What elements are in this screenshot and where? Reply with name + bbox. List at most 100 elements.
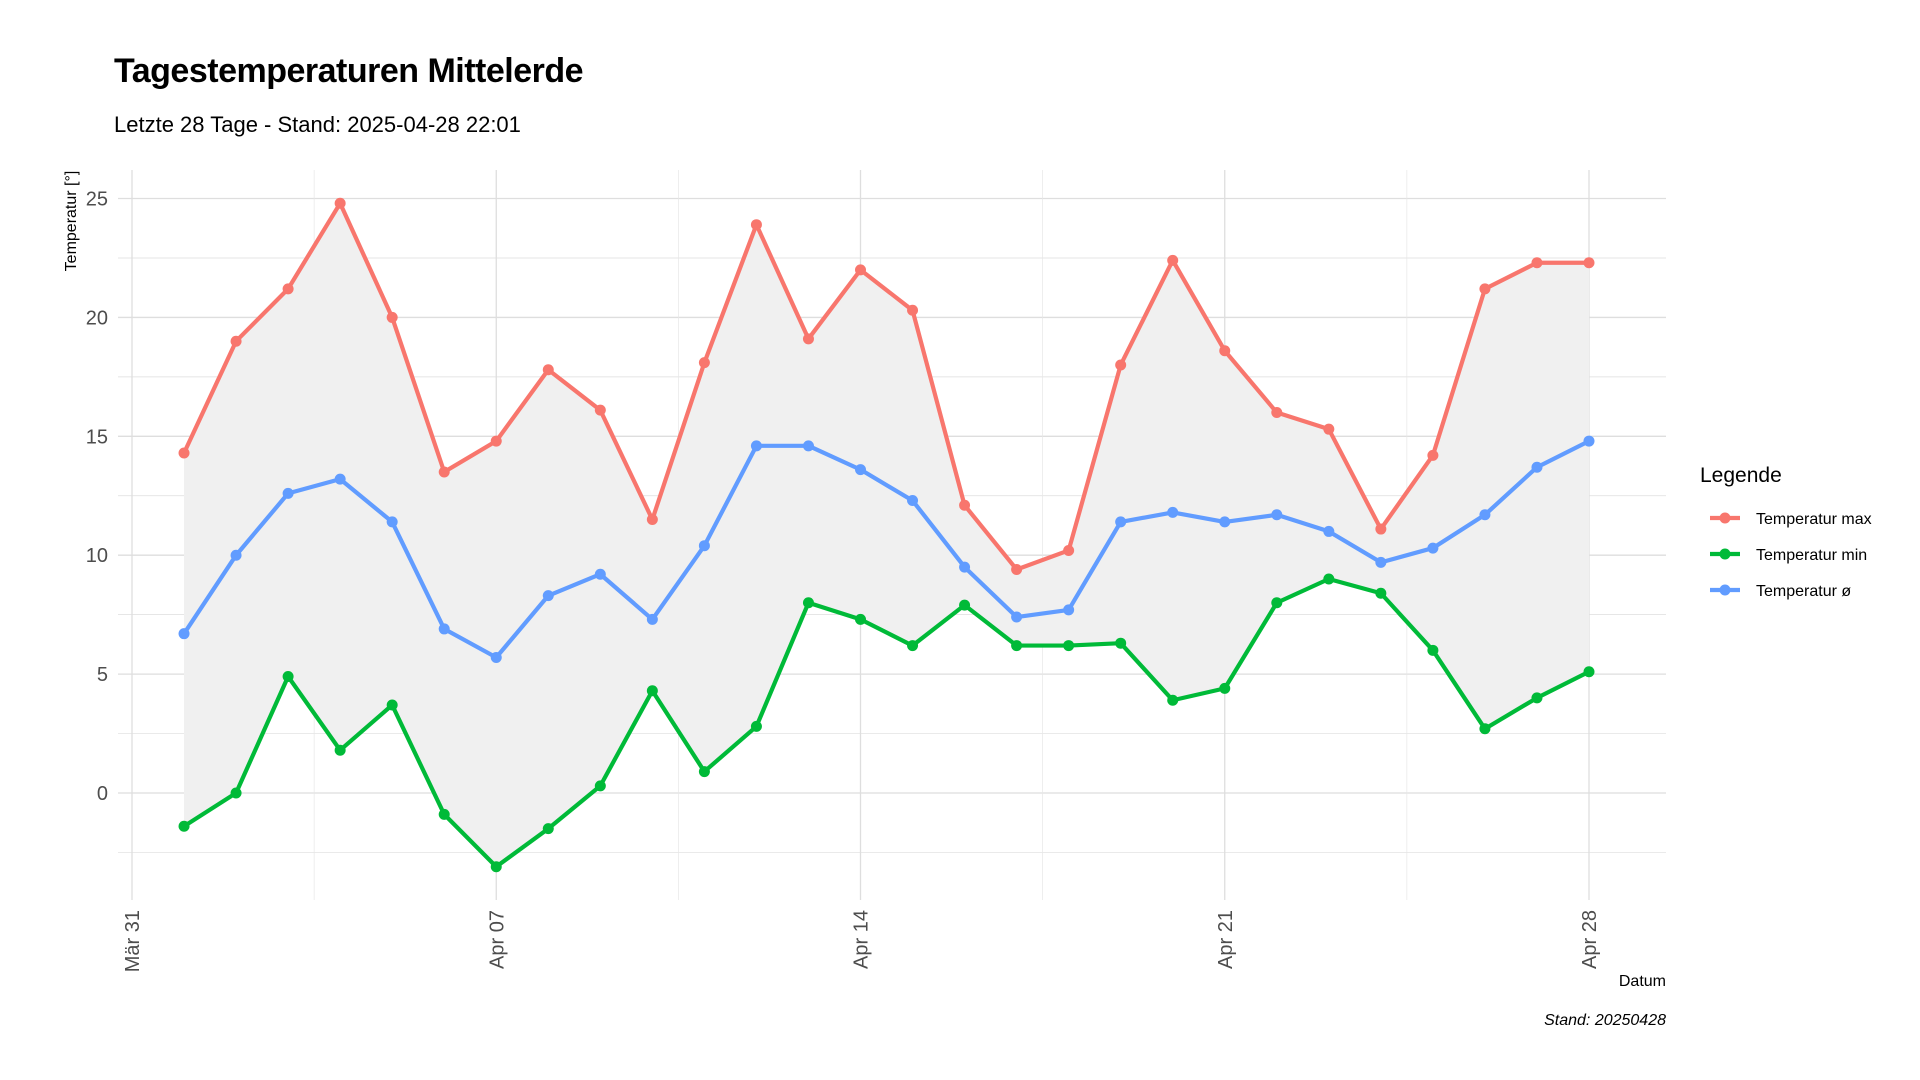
data-point [490, 861, 502, 873]
data-point [959, 499, 971, 511]
legend-key-point [1719, 584, 1731, 596]
data-point [1479, 509, 1491, 521]
data-point [1323, 525, 1335, 537]
data-point [750, 720, 762, 732]
data-point [907, 640, 919, 652]
data-point [1011, 611, 1023, 623]
data-point [802, 333, 814, 345]
x-tick-label: Apr 28 [1579, 910, 1601, 969]
data-point [855, 613, 866, 625]
series-line-0 [181, 201, 1592, 572]
data-point [1479, 283, 1491, 295]
axis-labels: 0 5 10 15 20 25 Mär 31 Apr 07 Apr 14 Apr 21 Apr 28 [86, 189, 1601, 973]
legend-label: Temperatur min [1756, 547, 1867, 564]
data-point [959, 599, 971, 611]
legend: Legende Temperatur max Temperatur min Temp… [1700, 464, 1872, 600]
data-point [750, 219, 762, 231]
temperature-range-ribbon [184, 203, 1589, 867]
data-point [698, 766, 710, 778]
legend-label: Temperatur max [1756, 511, 1872, 528]
data-point [1271, 407, 1283, 419]
data-point [1011, 563, 1023, 575]
y-tick-label: 10 [86, 545, 108, 567]
x-tick-label: Mär 31 [122, 910, 144, 972]
data-point [1271, 509, 1283, 521]
y-tick-label: 5 [97, 664, 108, 686]
data-point [1375, 523, 1387, 535]
legend-key-point [1719, 548, 1731, 560]
data-point [855, 464, 866, 476]
data-point [282, 670, 294, 682]
data-point [386, 699, 398, 711]
data-point [386, 516, 398, 528]
data-point [1427, 542, 1439, 554]
data-point [1219, 682, 1231, 694]
data-point [1115, 516, 1127, 528]
data-point [1531, 257, 1543, 269]
data-point [178, 628, 190, 640]
data-point [1063, 604, 1075, 616]
data-point [1583, 666, 1595, 678]
data-point [334, 473, 346, 485]
data-point [230, 787, 242, 799]
data-point [802, 597, 814, 609]
y-tick-label: 0 [97, 783, 108, 805]
legend-title: Legende [1700, 464, 1782, 487]
data-point [907, 304, 919, 316]
legend-label: Temperatur ø [1756, 583, 1851, 600]
data-point [594, 404, 606, 416]
data-point [646, 685, 658, 697]
data-point [1011, 640, 1023, 652]
x-axis-title: Datum [1619, 973, 1666, 990]
data-point [282, 283, 294, 295]
data-point [1323, 573, 1335, 585]
chart-subtitle: Letzte 28 Tage - Stand: 2025-04-28 22:01 [114, 112, 521, 137]
data-point [907, 495, 919, 507]
data-point [1063, 640, 1075, 652]
data-point [594, 780, 606, 792]
data-point [1583, 257, 1595, 269]
data-point [698, 540, 710, 552]
data-point [1219, 516, 1231, 528]
y-tick-label: 15 [86, 426, 108, 448]
data-point [282, 487, 294, 499]
chart-caption: Stand: 20250428 [1544, 1012, 1666, 1029]
data-point [1427, 449, 1439, 461]
data-point [1167, 506, 1179, 518]
x-tick-label: Apr 07 [486, 910, 508, 969]
y-tick-label: 20 [86, 307, 108, 329]
data-point [542, 590, 554, 602]
data-point [230, 549, 242, 561]
data-point [750, 440, 762, 452]
data-point [1375, 556, 1387, 568]
data-point [490, 651, 502, 663]
legend-key-point [1719, 512, 1731, 524]
data-point [490, 435, 502, 447]
data-point [1167, 694, 1179, 706]
data-point [1219, 345, 1231, 357]
x-tick-label: Apr 14 [851, 910, 873, 969]
data-point [1375, 587, 1387, 599]
series-points [178, 197, 1595, 873]
data-point [855, 264, 866, 276]
y-tick-label: 25 [86, 189, 108, 211]
data-point [1271, 597, 1283, 609]
data-point [1479, 723, 1491, 735]
series-lines [181, 201, 1592, 869]
data-point [802, 440, 814, 452]
series-line-2 [181, 438, 1592, 660]
data-point [1427, 644, 1439, 656]
series-line-1 [181, 576, 1592, 869]
data-point [542, 823, 554, 835]
data-point [1323, 423, 1335, 435]
data-point [334, 197, 346, 209]
data-point [646, 613, 658, 625]
y-axis-title: Temperatur [°] [63, 171, 80, 272]
data-point [698, 357, 710, 369]
data-point [230, 335, 242, 347]
data-point [646, 514, 658, 526]
chart-title: Tagestemperaturen Mittelerde [114, 52, 584, 90]
data-point [1531, 692, 1543, 704]
data-point [1583, 435, 1595, 447]
